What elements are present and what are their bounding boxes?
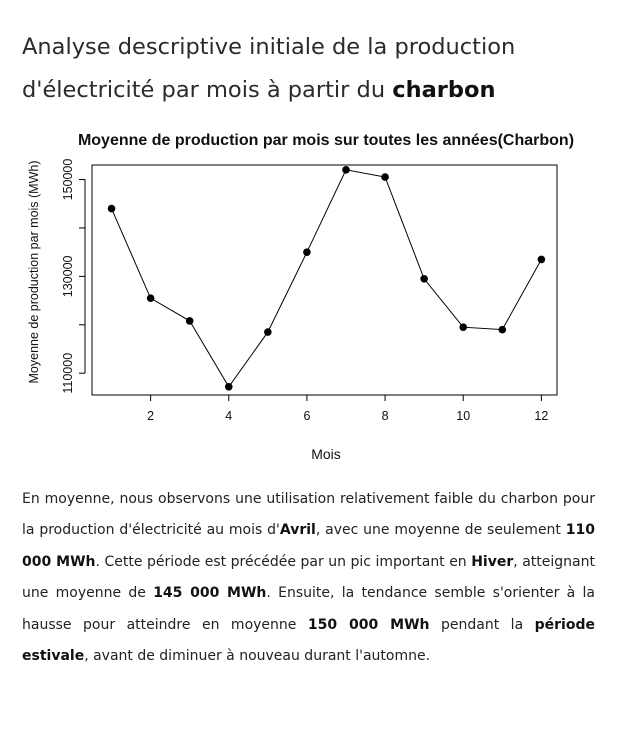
- x-tick-label: 10: [456, 409, 470, 423]
- paragraph-text-5: . Ensuite, la tendance semble s'orienter…: [22, 585, 595, 633]
- data-point: [146, 294, 155, 302]
- paragraph-bold-4: 145 000 MWh: [153, 585, 267, 602]
- paragraph-text-2: , avec une moyenne de seulement: [315, 522, 566, 539]
- x-tick-label: 8: [382, 409, 389, 423]
- paragraph-text-6: pendant la: [429, 616, 535, 633]
- y-tick-label: 150000: [61, 159, 75, 201]
- paragraph-bold-6: période estivale: [22, 616, 595, 665]
- x-tick-label: 4: [225, 409, 232, 423]
- data-point: [107, 204, 116, 213]
- x-tick-label: 2: [147, 409, 154, 423]
- axes: 2 4 6 8 10 12 110000 130000 150000: [61, 159, 548, 423]
- plot-frame: [91, 164, 558, 396]
- paragraph-bold-5: 150 000 MWh: [307, 616, 430, 633]
- data-point: [342, 166, 350, 174]
- heading-line2-bold: charbon: [392, 77, 496, 103]
- y-tick-label: 130000: [61, 255, 75, 297]
- data-point: [537, 255, 546, 264]
- data-point: [381, 173, 389, 181]
- x-tick-label: 12: [534, 409, 548, 423]
- y-axis-label: Moyenne de production par mois (MWh): [27, 160, 41, 383]
- y-tick-label: 110000: [61, 353, 75, 394]
- series-line: [107, 166, 546, 391]
- data-point: [303, 248, 311, 256]
- paragraph-text-4: , atteignant une moyenne de: [22, 553, 595, 602]
- body-paragraph: En moyenne, nous observons une utilisati…: [22, 484, 595, 672]
- series-polyline: [111, 169, 542, 388]
- data-point: [498, 325, 507, 334]
- paragraph-text-7: , avant de diminuer à nouveau durant l'a…: [84, 648, 431, 665]
- data-point: [224, 382, 233, 391]
- paragraph-bold-2: 110 000 MWh: [22, 522, 596, 570]
- heading-line2-prefix: d'électricité par mois à partir du: [22, 77, 393, 103]
- chart-title: Moyenne de production par mois sur toute…: [78, 132, 574, 149]
- line-chart: Moyenne de production par mois sur toute…: [27, 132, 574, 462]
- paragraph-bold-1: Avril: [279, 522, 316, 539]
- page-heading: Analyse descriptive initiale de la produ…: [22, 26, 612, 112]
- x-tick-label: 6: [303, 409, 310, 423]
- x-axis-label: Mois: [311, 446, 341, 462]
- data-point: [459, 323, 468, 332]
- data-point: [420, 274, 428, 283]
- data-point: [185, 317, 194, 325]
- data-point: [264, 328, 272, 336]
- heading-line1: Analyse descriptive initiale de la produ…: [22, 34, 516, 60]
- paragraph-bold-3: Hiver: [471, 553, 514, 570]
- paragraph-text-1: En moyenne, nous observons une utilisati…: [22, 491, 595, 539]
- paragraph-text-3: . Cette période est précédée par un pic …: [95, 553, 472, 570]
